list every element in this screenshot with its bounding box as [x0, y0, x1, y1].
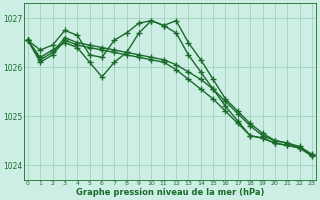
- X-axis label: Graphe pression niveau de la mer (hPa): Graphe pression niveau de la mer (hPa): [76, 188, 264, 197]
